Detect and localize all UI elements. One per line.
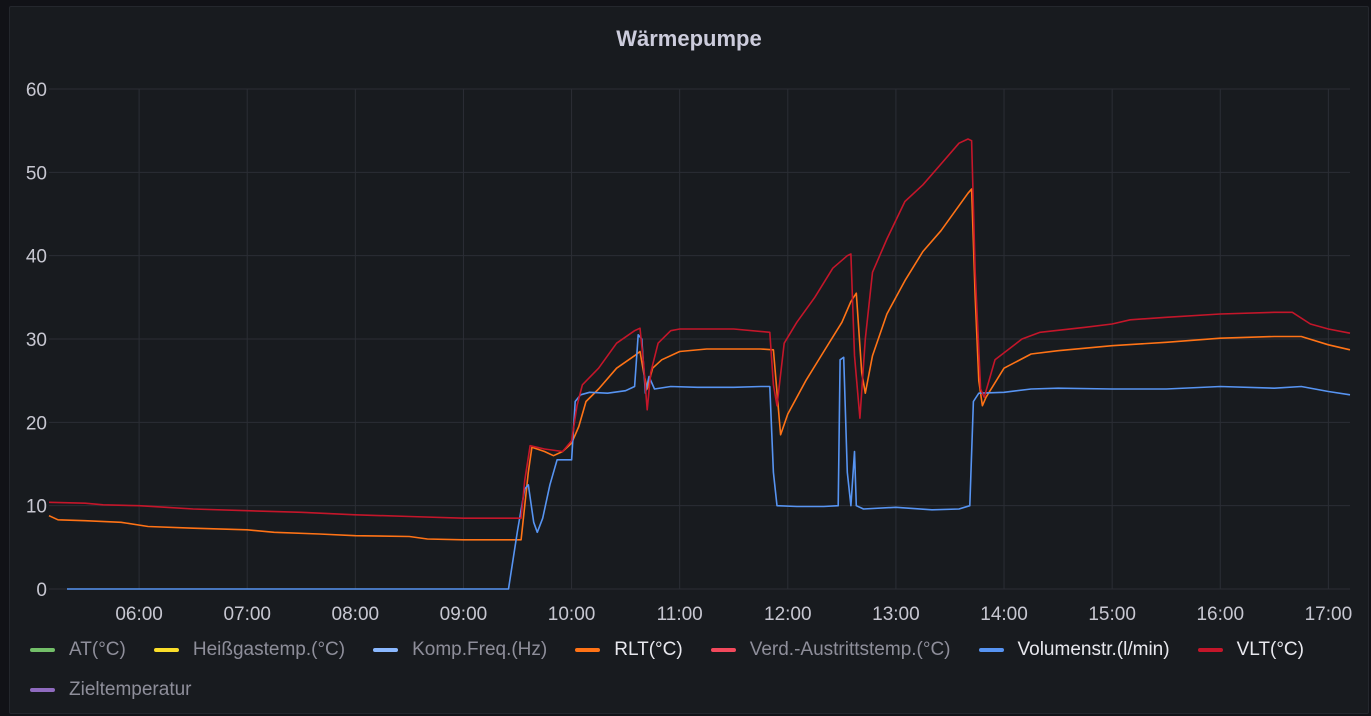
legend-swatch xyxy=(1197,648,1223,652)
y-tick-label: 60 xyxy=(26,80,47,101)
chart-panel: Wärmepumpe xyxy=(9,6,1369,714)
legend-item[interactable]: Heißgastemp.(°C) xyxy=(153,638,346,662)
x-tick-label: 08:00 xyxy=(332,604,380,625)
y-tick-label: 50 xyxy=(26,163,47,184)
y-tick-label: 30 xyxy=(26,330,47,351)
legend-item[interactable]: AT(°C) xyxy=(30,638,126,662)
legend-label: Zieltemperatur xyxy=(69,679,192,700)
x-tick-label: 11:00 xyxy=(657,604,703,625)
legend-item[interactable]: Volumenstr.(l/min) xyxy=(978,638,1170,662)
x-tick-label: 13:00 xyxy=(872,604,920,625)
x-tick-label: 15:00 xyxy=(1088,604,1136,625)
legend-swatch xyxy=(30,648,55,652)
legend-label: Verd.-Austrittstemp.(°C) xyxy=(749,639,951,660)
legend-swatch xyxy=(710,648,736,652)
legend-swatch xyxy=(978,648,1004,652)
legend-label: Heißgastemp.(°C) xyxy=(192,639,346,660)
legend-label: Komp.Freq.(Hz) xyxy=(412,639,548,660)
y-tick-label: 40 xyxy=(26,247,47,268)
x-tick-label: 14:00 xyxy=(980,604,1028,625)
series-line-vlt-c xyxy=(48,138,1351,520)
legend-swatch xyxy=(373,648,399,652)
x-tick-label: 09:00 xyxy=(440,604,488,625)
legend-swatch xyxy=(153,648,179,652)
x-tick-label: 12:00 xyxy=(764,604,812,625)
legend-item[interactable]: VLT(°C) xyxy=(1197,638,1304,662)
legend-label: Volumenstr.(l/min) xyxy=(1017,639,1170,660)
chart-legend: AT(°C) Heißgastemp.(°C) Komp.Freq.(Hz) RLT(… xyxy=(30,638,1350,702)
panel-title[interactable]: Wärmepumpe xyxy=(616,26,762,51)
y-tick-label: 10 xyxy=(26,497,47,518)
x-tick-label: 07:00 xyxy=(223,604,271,625)
series-line-rlt-c xyxy=(48,188,1351,541)
legend-item[interactable]: Zieltemperatur xyxy=(30,678,192,702)
legend-item[interactable]: RLT(°C) xyxy=(575,638,683,662)
x-tick-label: 06:00 xyxy=(115,604,163,625)
series-line-volumenstr-l-min xyxy=(67,333,1351,590)
legend-item[interactable]: Verd.-Austrittstemp.(°C) xyxy=(710,638,951,662)
legend-swatch xyxy=(575,648,601,652)
legend-label: VLT(°C) xyxy=(1236,639,1304,660)
legend-swatch xyxy=(30,688,55,692)
x-tick-label: 17:00 xyxy=(1305,604,1353,625)
y-tick-label: 0 xyxy=(36,580,47,601)
legend-label: AT(°C) xyxy=(69,639,126,660)
legend-label: RLT(°C) xyxy=(614,639,683,660)
legend-item[interactable]: Komp.Freq.(Hz) xyxy=(373,638,547,662)
y-tick-label: 20 xyxy=(26,413,47,434)
x-tick-label: 16:00 xyxy=(1196,604,1244,625)
x-tick-label: 10:00 xyxy=(548,604,596,625)
